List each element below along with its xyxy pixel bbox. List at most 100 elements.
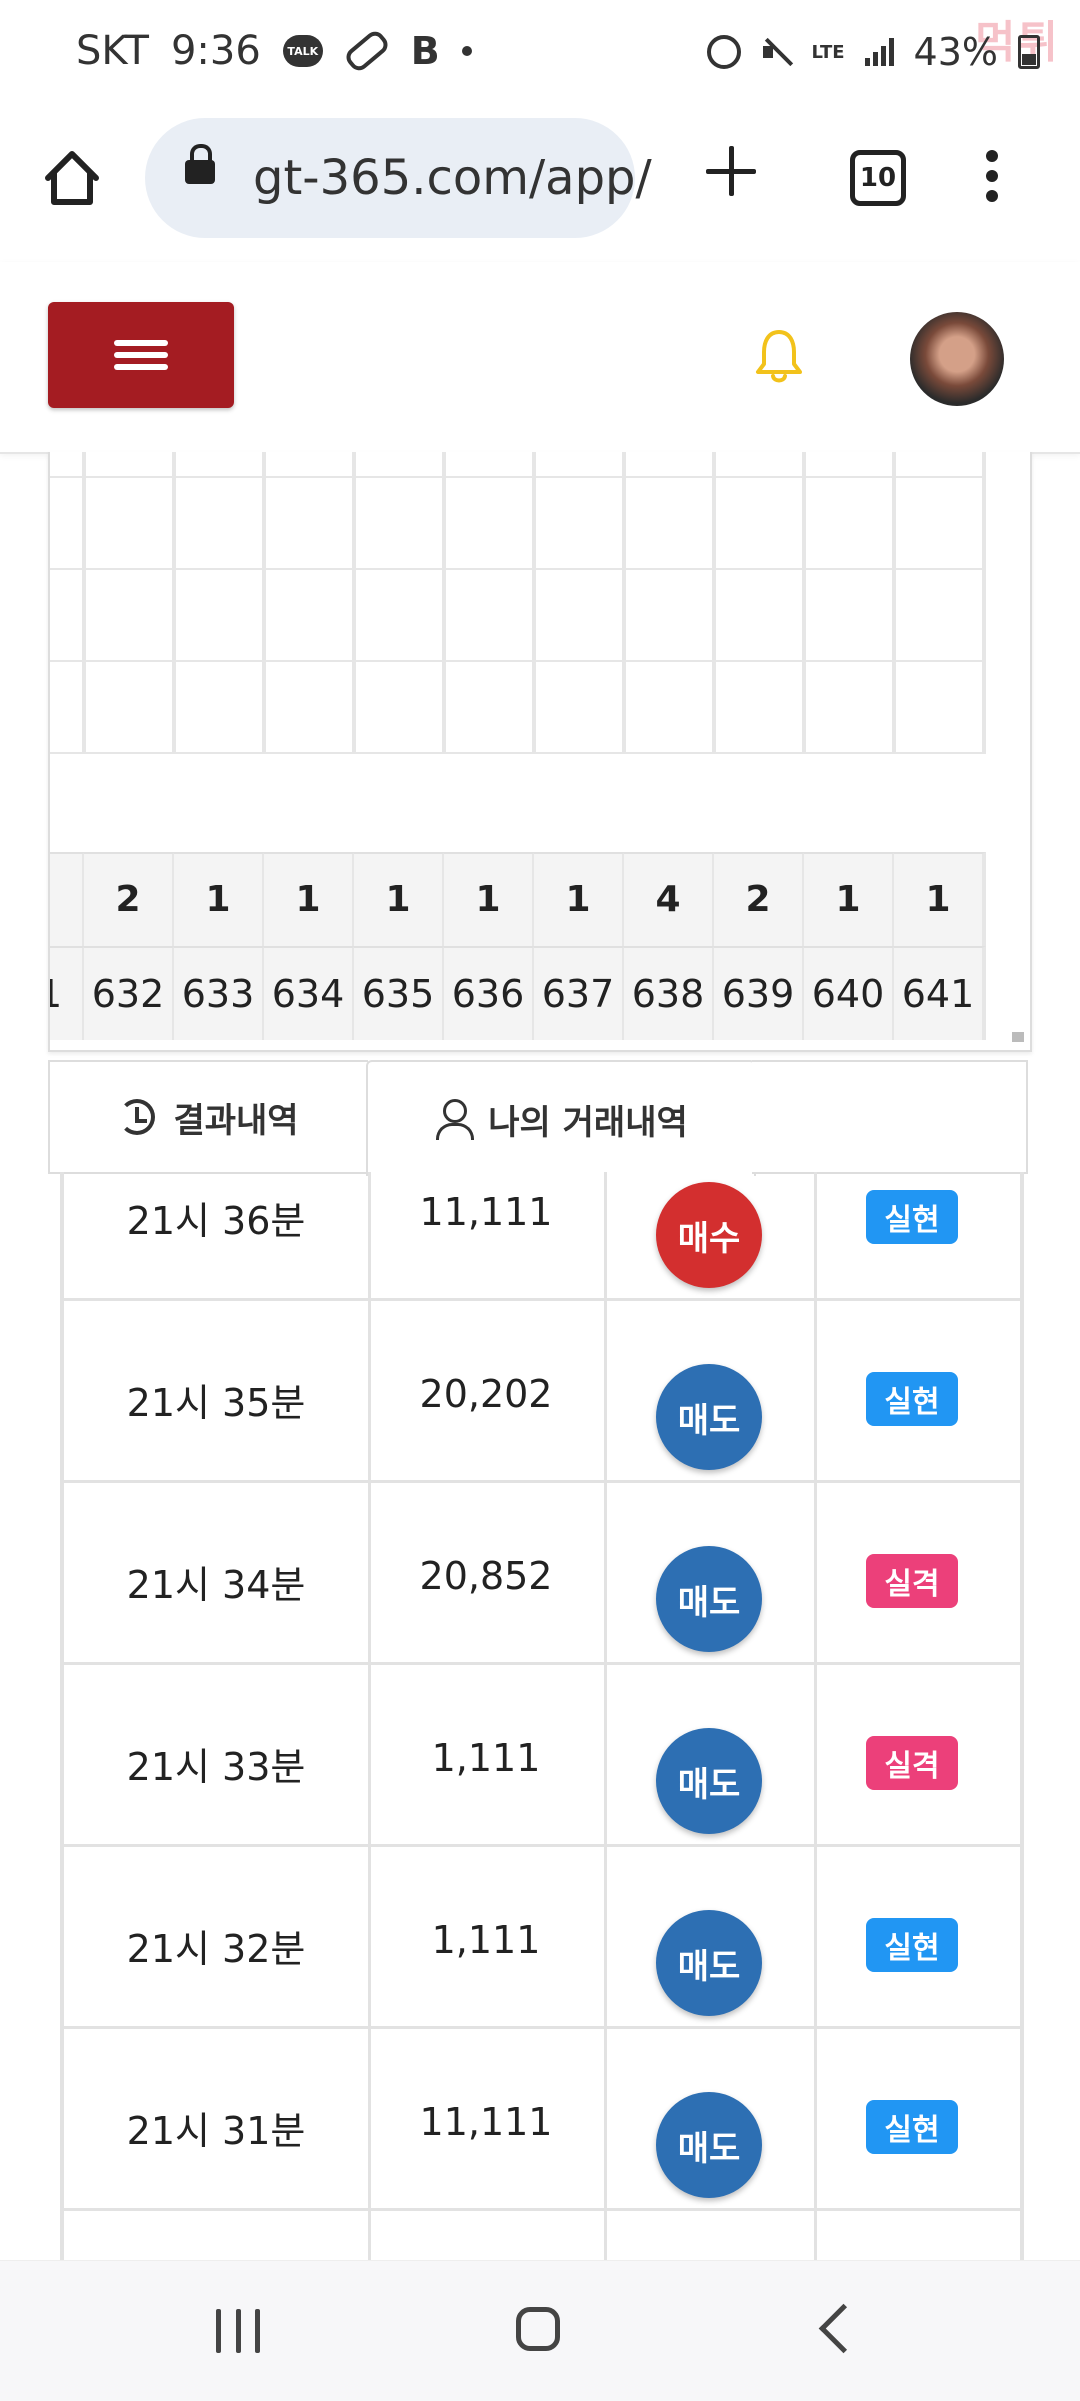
grid-empty-cell — [534, 476, 626, 570]
back-icon[interactable] — [818, 2303, 869, 2354]
grid-empty-cell — [444, 476, 536, 570]
grid-count: 1 — [804, 852, 896, 946]
grid-round-number: 640 — [804, 946, 896, 1040]
grid-empty-cell — [264, 568, 356, 662]
grid-empty-cell — [894, 476, 986, 570]
browser-toolbar: gt-365.com/app/ 10 — [0, 110, 1080, 264]
grid-count: 2 — [84, 852, 176, 946]
network-type: LTE — [811, 41, 845, 63]
new-tab-button[interactable] — [706, 146, 756, 196]
address-bar[interactable]: gt-365.com/app/ — [145, 118, 652, 238]
home-nav-icon[interactable] — [516, 2307, 560, 2351]
result-cell: 실격 — [814, 1662, 1016, 1844]
grid-count: 2 — [714, 852, 806, 946]
grid-empty-cell — [804, 568, 896, 662]
side-cell: 매도 — [604, 1844, 817, 2026]
grid-empty-cell — [624, 568, 716, 662]
more-menu-icon[interactable] — [986, 150, 998, 202]
scroll-handle[interactable] — [1012, 1032, 1024, 1042]
grid-empty-cell — [624, 476, 716, 570]
trade-amount: 11,111 — [419, 1190, 553, 1234]
tab-my-trades[interactable]: 나의 거래내역 — [366, 1060, 756, 1176]
side-cell: 매도 — [604, 1662, 817, 1844]
sell-badge: 매도 — [656, 2092, 762, 2198]
grid-round-number: 637 — [534, 946, 626, 1040]
grid-round-number: 641 — [894, 946, 986, 1040]
kakaotalk-icon: TALK — [282, 35, 323, 67]
empty-cell — [64, 2208, 371, 2262]
tab-bar: 결과내역 나의 거래내역 — [48, 1060, 1028, 1176]
grid-empty-cell — [174, 568, 266, 662]
grid-empty-cell — [624, 452, 716, 478]
grid-empty-cell — [84, 452, 176, 478]
result-badge: 실현 — [866, 1918, 958, 1972]
grid-empty-cell — [444, 452, 536, 478]
grid-round-number: 634 — [264, 946, 356, 1040]
grid-empty-cell — [894, 568, 986, 662]
grid-count: 1 — [444, 852, 536, 946]
grid-empty-cell — [84, 660, 176, 754]
grid-empty-cell — [50, 660, 86, 754]
grid-empty-cell — [624, 660, 716, 754]
grid-column: 2 632 — [84, 452, 176, 1040]
grid-empty-cell — [264, 452, 356, 478]
empty-cell — [604, 2208, 817, 2262]
grid-round-number: 633 — [174, 946, 266, 1040]
grid-empty-cell — [714, 568, 806, 662]
grid-empty-cell — [50, 568, 86, 662]
clock: 9:36 — [170, 28, 261, 74]
grid-column: 1 635 — [354, 452, 446, 1040]
amount-cell: 20,852 — [368, 1480, 607, 1662]
grid-empty-cell — [714, 452, 806, 478]
grid-column: 1 640 — [804, 452, 896, 1040]
status-right: LTE 43% — [707, 30, 1040, 74]
recents-icon[interactable] — [216, 2309, 260, 2353]
grid-empty-cell — [894, 452, 986, 478]
result-cell: 실격 — [814, 1480, 1016, 1662]
history-icon — [119, 1099, 156, 1135]
tab-switcher-button[interactable]: 10 — [850, 150, 906, 206]
grid-column: 1 641 — [894, 452, 986, 1040]
grid-round-number: 632 — [84, 946, 176, 1040]
grid-column: 1 634 — [264, 452, 356, 1040]
grid-round-number: 635 — [354, 946, 446, 1040]
tab-results-label: 결과내역 — [173, 1100, 299, 1141]
status-left: SKT 9:36 TALK B — [76, 27, 472, 75]
grid-count: 1 — [894, 852, 986, 946]
grid-round-number: 638 — [624, 946, 716, 1040]
sell-badge: 매도 — [656, 1546, 762, 1652]
table-row: 21시 32분 1,111 매도 실현 — [64, 1844, 1020, 2029]
table-row: 21시 33분 1,111 매도 실격 — [64, 1662, 1020, 1847]
grid-empty-cell — [354, 452, 446, 478]
tab-results[interactable]: 결과내역 — [48, 1060, 368, 1174]
result-cell: 실현 — [814, 1844, 1016, 2026]
table-row: 21시 35분 20,202 매도 실현 — [64, 1298, 1020, 1483]
empty-cell — [814, 2208, 1016, 2262]
mute-icon — [761, 38, 791, 66]
pill-icon — [342, 27, 392, 75]
watermark: 먹튀 — [975, 17, 1060, 68]
grid-column: 1 633 — [174, 452, 266, 1040]
grid-empty-cell — [174, 452, 266, 478]
grid-empty-cell — [354, 568, 446, 662]
amount-cell: 1,111 — [368, 1844, 607, 2026]
time-cell: 21시 33분 — [64, 1662, 371, 1844]
grid-count: 1 — [50, 852, 86, 946]
side-cell: 매수 — [604, 1172, 817, 1298]
result-cell: 실현 — [814, 2026, 1016, 2208]
grid-round-number: 636 — [444, 946, 536, 1040]
result-cell: 실현 — [814, 1172, 1016, 1298]
home-icon[interactable] — [40, 146, 104, 210]
trade-amount: 20,852 — [419, 1554, 553, 1598]
hamburger-menu-button[interactable] — [48, 302, 234, 408]
avatar[interactable] — [910, 312, 1004, 406]
trade-time: 21시 35분 — [126, 1381, 306, 1425]
bell-icon[interactable] — [752, 326, 806, 386]
grid-empty-cell — [174, 660, 266, 754]
grid-round-number: 31 — [50, 946, 86, 1040]
result-badge: 실격 — [866, 1736, 958, 1790]
grid-column: 131 — [50, 452, 86, 1040]
url-text: gt-365.com/app/ — [253, 150, 652, 206]
grid-empty-cell — [84, 568, 176, 662]
grid-empty-cell — [354, 660, 446, 754]
